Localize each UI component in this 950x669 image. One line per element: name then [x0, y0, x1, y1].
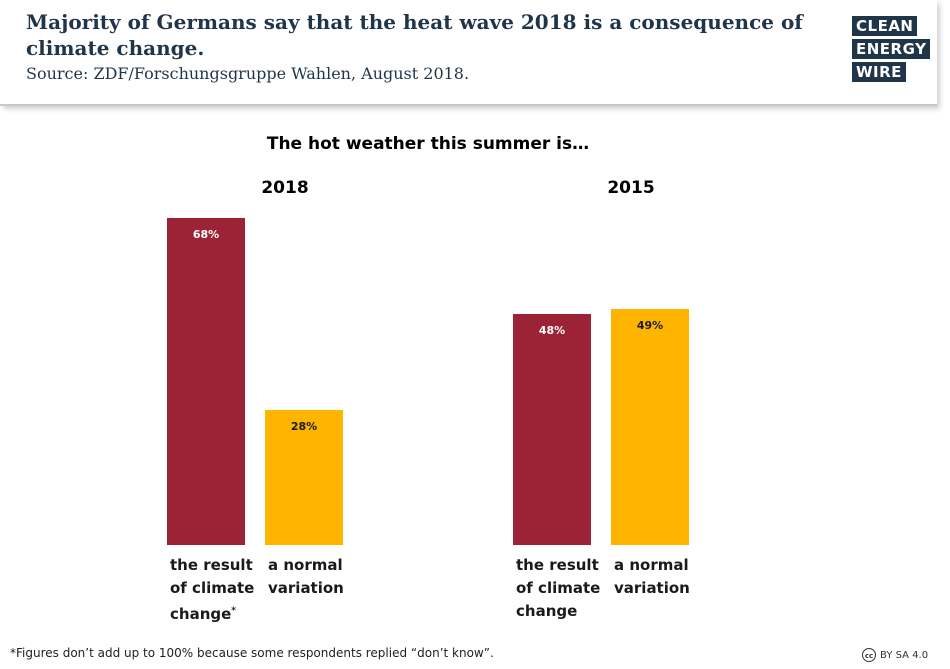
category-label-2018-0: the result of climate change*: [170, 556, 255, 623]
creative-commons-icon: cc: [862, 648, 876, 662]
group-label-2015: 2015: [607, 178, 655, 198]
license-badge[interactable]: cc BY SA 4.0: [862, 648, 928, 662]
logo-word-energy: ENERGY: [852, 39, 931, 59]
category-label-2015-0: the result of climate change: [516, 556, 601, 620]
bar-2015-normal-variation: 49%: [611, 309, 689, 545]
chart-title: The hot weather this summer is…: [266, 134, 590, 154]
data-label-2015-1: 49%: [636, 319, 664, 333]
logo-word-wire: WIRE: [852, 62, 906, 82]
data-label-2018-1: 28%: [290, 420, 318, 434]
clean-energy-wire-logo[interactable]: CLEAN ENERGY WIRE: [852, 16, 931, 85]
group-label-2018: 2018: [261, 178, 309, 198]
category-label-2018-1: a normal variation: [268, 556, 344, 597]
data-label-2018-0: 68%: [192, 228, 220, 241]
footnote-mark: *: [231, 606, 237, 616]
bar-2018-climate-change: 68%: [167, 218, 245, 545]
license-text: BY SA 4.0: [880, 649, 929, 661]
data-label-2015-0: 48%: [538, 324, 566, 338]
category-label-2015-1: a normal variation: [614, 556, 690, 597]
bar-2015-climate-change: 48%: [513, 314, 591, 545]
page-title: Majority of Germans say that the heat wa…: [26, 10, 803, 60]
footnote: *Figures don’t add up to 100% because so…: [10, 646, 494, 660]
header-panel: Majority of Germans say that the heat wa…: [0, 0, 937, 106]
source-line: Source: ZDF/Forschungsgruppe Wahlen, Aug…: [26, 64, 470, 83]
logo-word-clean: CLEAN: [852, 16, 918, 36]
bar-2018-normal-variation: 28%: [265, 410, 343, 545]
